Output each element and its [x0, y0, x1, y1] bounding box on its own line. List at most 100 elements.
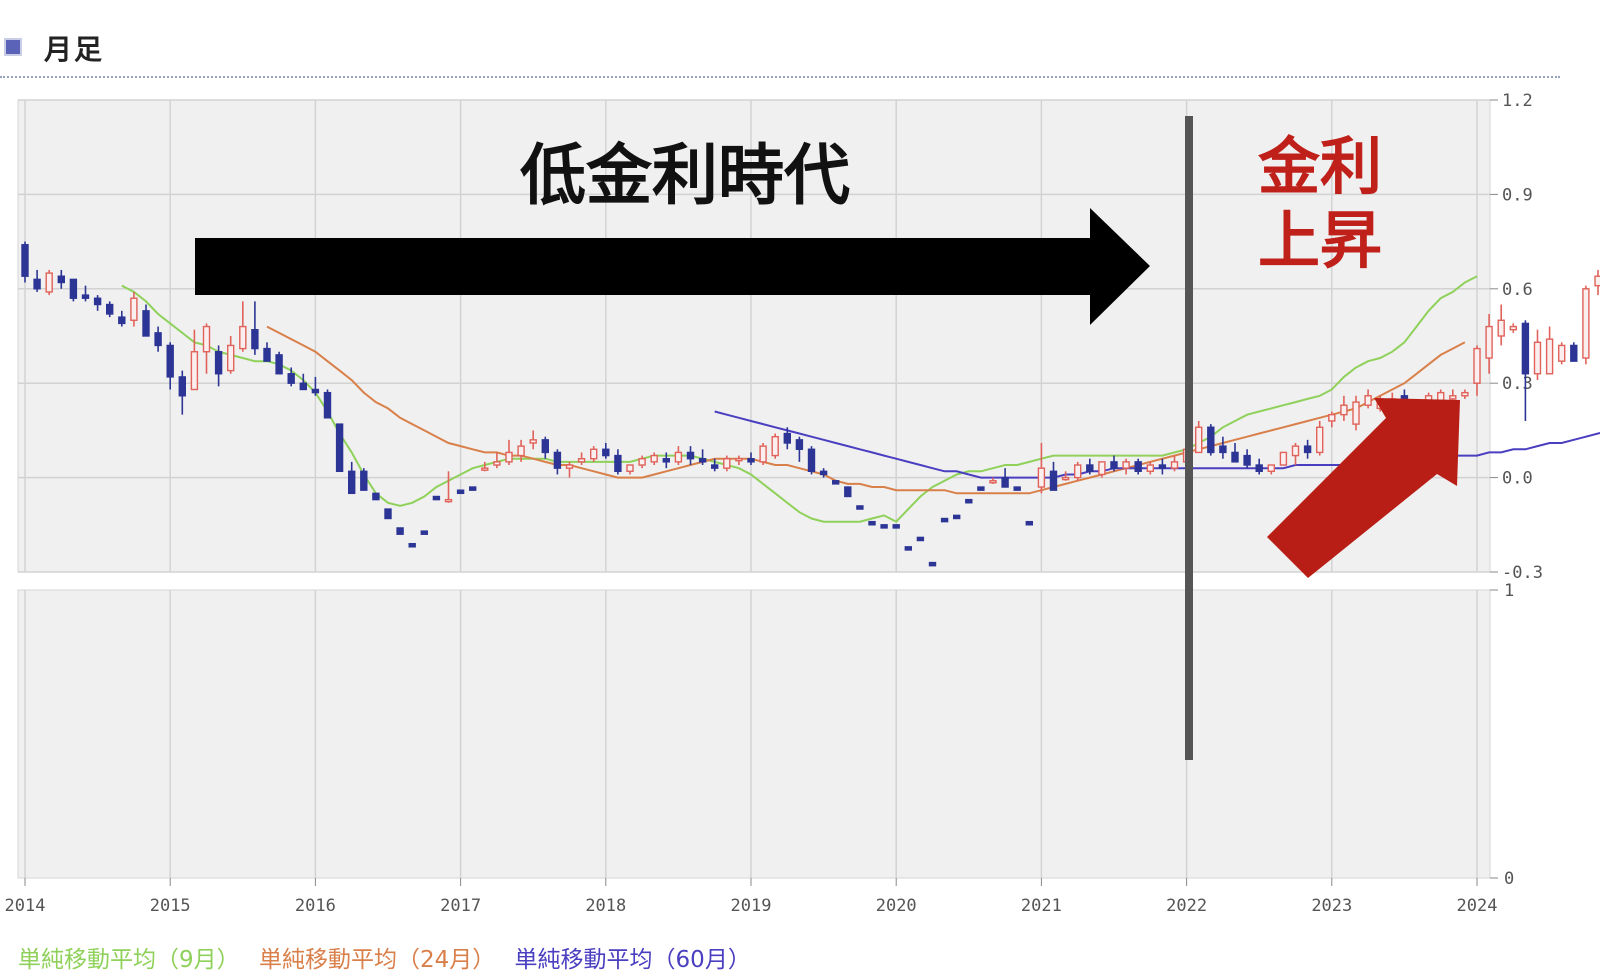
candle-body — [868, 520, 876, 526]
candle-body — [275, 354, 283, 375]
candle — [226, 336, 235, 374]
candle — [33, 269, 41, 292]
candle — [178, 370, 187, 415]
candle-body — [33, 278, 41, 290]
sma-line-1 — [266, 325, 1466, 495]
y-tick-label: -0.3 — [1502, 563, 1543, 583]
candle-body — [880, 524, 888, 529]
candle — [735, 455, 743, 466]
candle-body — [904, 546, 912, 551]
candle — [1243, 449, 1251, 469]
candle-body — [735, 458, 743, 462]
candle — [432, 495, 441, 501]
candle — [517, 439, 525, 462]
candle-body — [1594, 275, 1600, 287]
candle-body — [396, 527, 404, 535]
candle-body — [1073, 464, 1082, 479]
candle — [456, 489, 465, 495]
candle-body — [1509, 325, 1518, 331]
candle — [69, 278, 78, 302]
candle-body — [1231, 451, 1239, 463]
candle-body — [662, 458, 670, 463]
candle-body — [456, 489, 465, 495]
candle — [892, 524, 900, 529]
candle-body — [1158, 464, 1167, 469]
candle — [916, 536, 925, 542]
candle — [747, 452, 755, 466]
candle-body — [57, 275, 65, 284]
candle — [130, 291, 138, 327]
x-tick-label: 2022 — [1166, 896, 1207, 916]
candle-body — [444, 498, 453, 503]
candle — [1170, 455, 1179, 472]
candle — [1267, 464, 1276, 475]
candle — [759, 442, 767, 466]
candle — [142, 304, 150, 337]
candle-body — [21, 244, 29, 277]
candle-body — [105, 303, 114, 315]
candle — [1049, 461, 1058, 491]
rate-rise-label-1: 金利 — [1257, 130, 1382, 203]
candle-body — [360, 470, 368, 491]
candle — [202, 323, 211, 374]
candle-body — [747, 458, 755, 463]
candle-body — [626, 464, 634, 473]
candle — [1557, 342, 1566, 365]
candle — [444, 471, 453, 503]
candle-body — [93, 297, 102, 306]
candle — [1594, 269, 1600, 296]
candle — [783, 427, 791, 450]
candle — [311, 376, 320, 396]
candle — [590, 446, 598, 462]
rate-rise-label-2: 上昇 — [1258, 204, 1382, 277]
candle — [1473, 345, 1481, 396]
candle — [650, 452, 658, 466]
candle-body — [1146, 464, 1155, 473]
candle-body — [202, 325, 211, 353]
y-tick-label: 0.6 — [1502, 280, 1533, 300]
candle — [239, 301, 247, 352]
candle-body — [577, 458, 586, 463]
candle-body — [614, 454, 622, 473]
candle-body — [1061, 476, 1070, 481]
candle-body — [1557, 344, 1566, 362]
x-tick-label: 2019 — [731, 896, 772, 916]
candle — [408, 542, 416, 548]
candle-body — [856, 505, 864, 510]
candle-body — [481, 467, 489, 471]
candle-body — [1497, 319, 1505, 337]
candle-body — [493, 461, 501, 466]
candle — [1110, 455, 1118, 472]
candle — [214, 345, 223, 387]
candle-body — [1315, 426, 1324, 454]
candle-body — [711, 464, 719, 469]
candle — [1025, 520, 1034, 526]
candle-body — [1291, 445, 1300, 457]
candle-body — [263, 347, 271, 362]
legend: 単純移動平均（9月） 単純移動平均（24月） 単純移動平均（60月） — [18, 940, 763, 974]
candle-body — [819, 470, 828, 476]
candle — [1061, 471, 1070, 481]
candle — [190, 329, 199, 391]
candle — [940, 517, 949, 523]
candle — [1545, 326, 1554, 375]
candle — [335, 423, 344, 473]
candle — [686, 446, 695, 466]
annotations: 低金利時代 金利 上昇 — [195, 116, 1460, 760]
lower-tick-label: 0 — [1504, 869, 1514, 889]
candle-body — [323, 391, 332, 419]
candle-body — [1049, 470, 1058, 491]
candle — [577, 452, 586, 466]
candle — [880, 524, 888, 529]
candle-body — [1086, 464, 1094, 473]
candle — [662, 452, 670, 469]
candle-body — [650, 454, 658, 463]
candle-body — [505, 451, 513, 463]
candle — [723, 455, 731, 472]
candle-body — [420, 530, 428, 535]
y-tick-label: 0.3 — [1502, 374, 1533, 394]
candle — [1037, 442, 1046, 494]
candlestick-chart: 1.20.90.60.30.0-0.310 2014 2015 2016 2017 20… — [5, 91, 1600, 916]
candle-body — [1134, 461, 1142, 473]
candle — [1340, 395, 1348, 421]
